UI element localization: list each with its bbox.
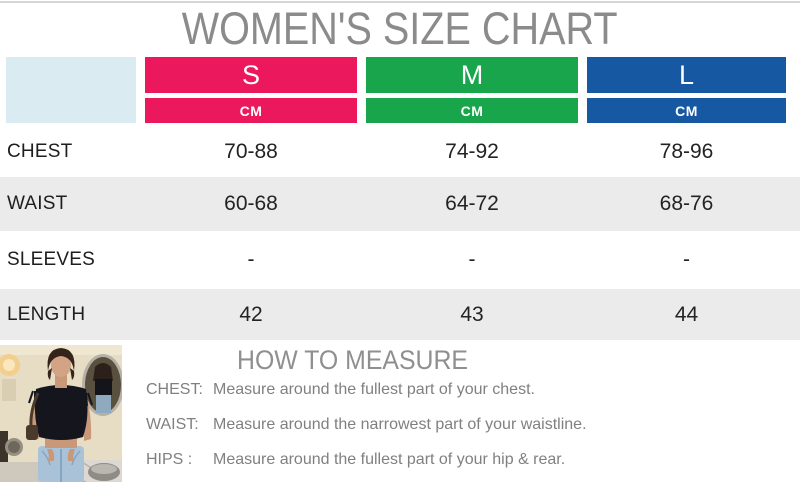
unit-label: CM [675, 102, 698, 119]
cell-value: 70-88 [224, 140, 278, 163]
measure-item-text: Measure around the narrowest part of you… [213, 416, 587, 433]
header-size-m: M [366, 57, 578, 93]
measure-item-label: HIPS : [146, 451, 193, 468]
unit-label: CM [460, 102, 484, 119]
cell-value: - [468, 247, 476, 271]
measure-item-label: CHEST: [146, 381, 203, 398]
measure-section-title: HOW TO MEASURE [120, 345, 586, 376]
cell-value: 64-72 [445, 192, 499, 215]
unit-label: CM [239, 102, 263, 119]
cell-value: 43 [460, 302, 484, 326]
measure-item-label: WAIST: [146, 416, 199, 433]
unit-cell-s: CM [145, 98, 357, 123]
measure-item-text: Measure around the fullest part of your … [213, 381, 535, 398]
measure-title-text: HOW TO MEASURE [237, 345, 469, 375]
measure-item-hips: HIPS : Measure around the fullest part of… [146, 451, 565, 469]
header-size-s: S [145, 57, 357, 93]
page-title-text: WOMEN'S SIZE CHART [182, 3, 618, 54]
header-size-l: L [587, 57, 786, 93]
table-row-chest: CHEST 70-88 74-92 78-96 [0, 127, 800, 177]
measure-item-chest: CHEST: Measure around the fullest part of… [146, 381, 535, 399]
cell-value: - [683, 247, 690, 271]
row-label: WAIST [7, 193, 68, 214]
size-m-label: M [460, 59, 484, 90]
unit-cell-l: CM [587, 98, 786, 123]
cell-value: 60-68 [224, 192, 278, 215]
header-blank-cell [6, 57, 136, 123]
table-row-sleeves: SLEEVES - - - [0, 231, 800, 288]
measure-item-text: Measure around the fullest part of your … [213, 451, 566, 468]
row-label: LENGTH [7, 303, 86, 325]
row-label: SLEEVES [7, 248, 96, 270]
cell-value: 78-96 [659, 140, 714, 163]
size-l-label: L [678, 59, 695, 90]
size-s-label: S [241, 59, 260, 90]
table-row-length: LENGTH 42 43 44 [0, 289, 800, 340]
cell-value: 44 [674, 302, 699, 326]
page-title: WOMEN'S SIZE CHART [0, 3, 800, 55]
cell-value: - [247, 247, 255, 271]
cell-value: 42 [239, 302, 263, 326]
cell-value: 74-92 [445, 140, 499, 163]
unit-cell-m: CM [366, 98, 578, 123]
cell-value: 68-76 [659, 192, 714, 215]
measure-item-waist: WAIST: Measure around the narrowest part … [146, 416, 587, 434]
table-row-waist: WAIST 60-68 64-72 68-76 [0, 177, 800, 231]
row-label: CHEST [7, 141, 73, 162]
model-photo [0, 345, 122, 482]
top-divider [0, 1, 800, 3]
